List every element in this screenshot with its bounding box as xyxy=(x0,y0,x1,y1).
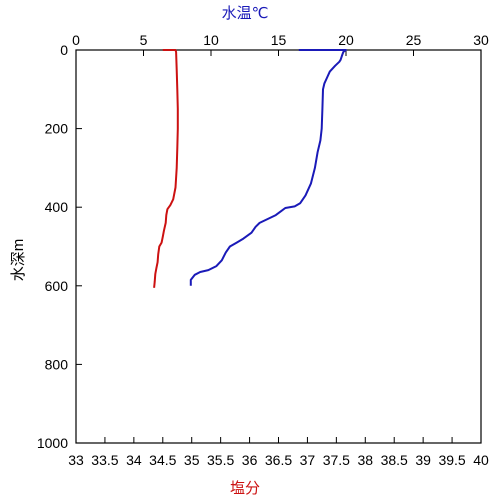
temperature-profile-line xyxy=(189,49,347,286)
bottom-axis-ticks: 33 33.5 34 34.5 35 35.5 36 36.5 37 37.5 38 38.5 39 39… xyxy=(68,437,489,468)
left-tick-label: 1000 xyxy=(37,435,68,451)
bottom-tick-label: 35.5 xyxy=(207,452,234,468)
bottom-tick-label: 34 xyxy=(126,452,142,468)
bottom-tick-label: 38 xyxy=(357,452,373,468)
top-axis-ticks: 0 5 10 15 20 25 30 xyxy=(72,32,489,56)
top-axis-title: 水温℃ xyxy=(222,5,269,22)
left-axis-ticks: 0 200 400 600 800 1000 xyxy=(37,42,82,451)
bottom-tick-label: 40 xyxy=(473,452,489,468)
top-tick-label: 5 xyxy=(140,32,148,48)
top-tick-label: 15 xyxy=(271,32,287,48)
salinity-profile-line xyxy=(153,49,179,288)
left-tick-label: 0 xyxy=(60,42,68,58)
bottom-axis-title: 塩分 xyxy=(230,480,260,497)
bottom-tick-label: 33.5 xyxy=(91,452,118,468)
bottom-tick-label: 37 xyxy=(300,452,316,468)
left-tick-label: 200 xyxy=(45,121,69,137)
bottom-tick-label: 36 xyxy=(242,452,258,468)
bottom-tick-label: 34.5 xyxy=(149,452,176,468)
bottom-tick-label: 33 xyxy=(68,452,84,468)
top-tick-label: 10 xyxy=(203,32,219,48)
top-tick-label: 0 xyxy=(72,32,80,48)
left-tick-label: 800 xyxy=(45,356,69,372)
bottom-tick-label: 39.5 xyxy=(438,452,465,468)
bottom-tick-label: 37.5 xyxy=(323,452,350,468)
left-axis-title: 水深m xyxy=(10,239,27,282)
plot-frame xyxy=(75,49,482,444)
left-tick-label: 600 xyxy=(45,278,69,294)
bottom-tick-label: 38.5 xyxy=(381,452,408,468)
bottom-tick-label: 39 xyxy=(415,452,431,468)
bottom-tick-label: 36.5 xyxy=(265,452,292,468)
top-tick-label: 25 xyxy=(406,32,422,48)
top-tick-label: 30 xyxy=(473,32,489,48)
bottom-tick-label: 35 xyxy=(184,452,200,468)
series-layer xyxy=(153,49,347,288)
left-tick-label: 400 xyxy=(45,199,69,215)
top-tick-label: 20 xyxy=(338,32,354,48)
